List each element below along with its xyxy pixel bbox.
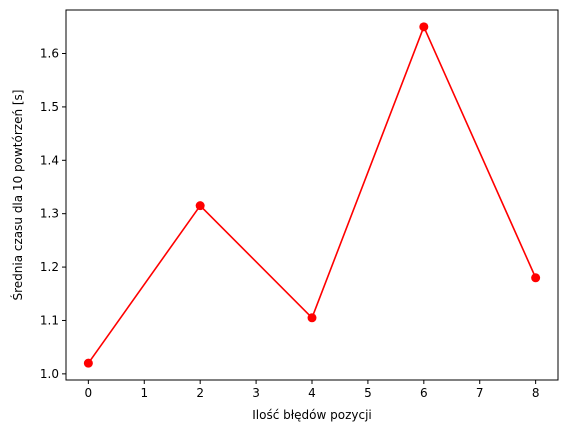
x-tick-label: 1 — [140, 386, 148, 400]
y-axis-label: Średnia czasu dla 10 powtórzeń [s] — [10, 90, 25, 301]
x-axis-ticks: 0 1 2 3 4 5 6 7 8 — [85, 380, 540, 400]
plot-frame — [65, 9, 559, 381]
y-tick-label: 1.5 — [40, 100, 59, 114]
series-layer — [83, 22, 541, 368]
data-point — [83, 358, 93, 368]
y-tick-label: 1.1 — [40, 313, 59, 327]
y-tick-label: 1.4 — [40, 153, 59, 167]
y-tick-label: 1.6 — [40, 47, 59, 61]
y-tick-label: 1.3 — [40, 207, 59, 221]
data-point — [419, 22, 429, 32]
x-tick-label: 0 — [85, 386, 93, 400]
y-axis-ticks: 1.0 1.1 1.2 1.3 1.4 1.5 1.6 — [40, 47, 66, 381]
data-point — [195, 201, 205, 211]
x-tick-label: 4 — [308, 386, 316, 400]
x-tick-label: 8 — [532, 386, 540, 400]
data-point — [531, 273, 541, 283]
x-tick-label: 3 — [252, 386, 260, 400]
x-tick-label: 5 — [364, 386, 372, 400]
plot-area — [66, 10, 558, 380]
x-tick-label: 7 — [476, 386, 484, 400]
data-point — [307, 313, 317, 323]
x-tick-label: 6 — [420, 386, 428, 400]
y-tick-label: 1.2 — [40, 260, 59, 274]
y-tick-label: 1.0 — [40, 367, 59, 381]
x-axis-label: Ilość błędów pozycji — [252, 408, 372, 422]
x-tick-label: 2 — [196, 386, 204, 400]
